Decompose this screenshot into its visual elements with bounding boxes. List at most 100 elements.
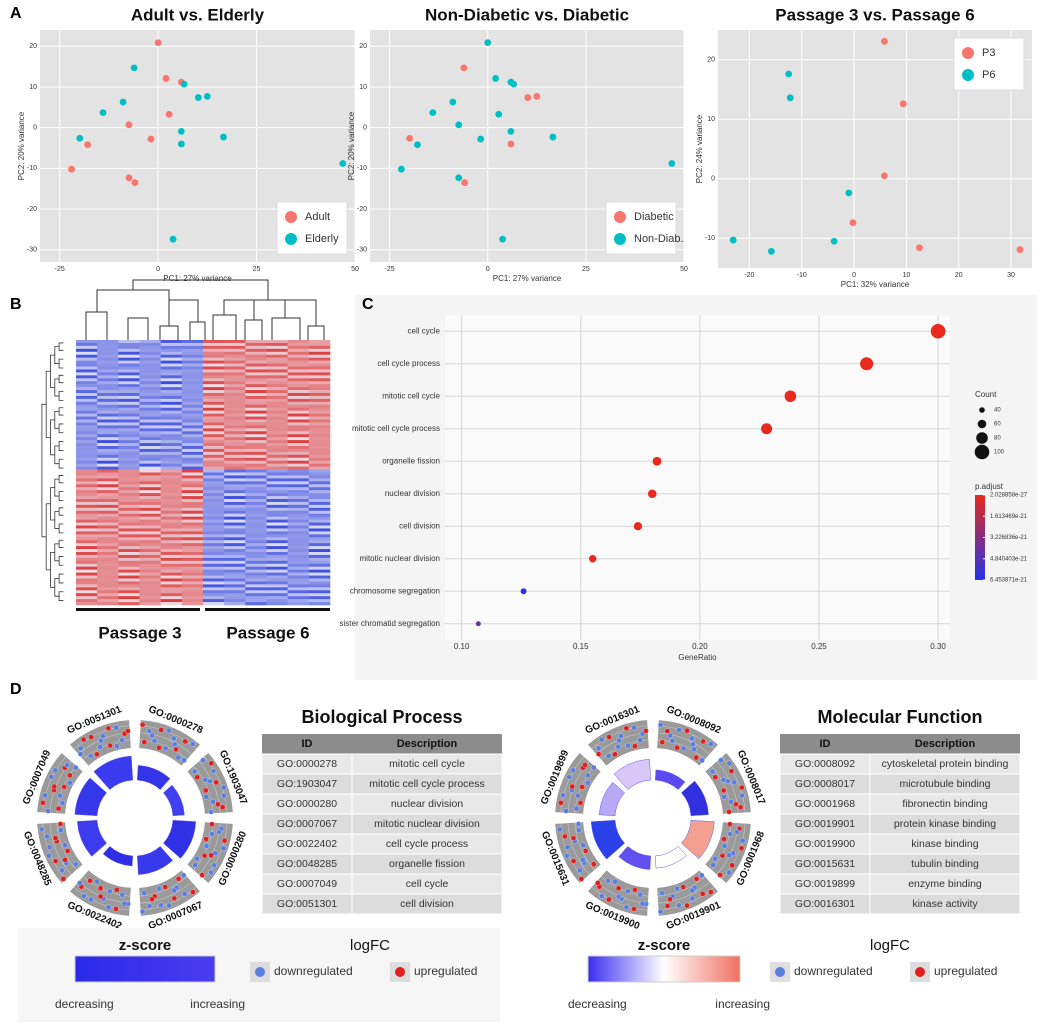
heatmap-cell (139, 384, 161, 388)
gene-dot (172, 741, 178, 748)
heatmap-cell (160, 345, 183, 350)
y-tick-label: sister chromatid segregation (340, 619, 441, 628)
heatmap-cell (203, 463, 225, 467)
heatmap-cell (224, 587, 246, 591)
heatmap-cell (308, 510, 331, 515)
data-point (849, 219, 857, 227)
heatmap-cell (118, 478, 140, 482)
heatmap-cell (118, 519, 140, 523)
heatmap-cell (203, 357, 225, 361)
heatmap-cell (308, 351, 331, 356)
heatmap-cell (287, 413, 310, 417)
heatmap-cell (181, 393, 204, 397)
panel-label: D (10, 681, 22, 698)
heatmap-cell (203, 507, 225, 512)
heatmap-cell (224, 481, 246, 485)
heatmap-cell (203, 543, 225, 547)
heatmap-cell (245, 451, 267, 456)
heatmap-cell (76, 552, 98, 556)
data-point (203, 92, 211, 100)
heatmap-cell (76, 351, 98, 356)
gene-dot (158, 727, 164, 733)
gene-dot (709, 768, 716, 775)
heatmap-cell (181, 395, 204, 400)
data-point (76, 134, 84, 142)
gene-dot (733, 801, 739, 808)
heatmap-cell (160, 493, 183, 497)
gene-dot (203, 843, 210, 849)
heatmap-cell (76, 501, 98, 506)
heatmap-cell (139, 398, 161, 403)
heatmap-cell (97, 448, 119, 453)
heatmap-cell (160, 587, 183, 591)
heatmap-cell (224, 357, 246, 361)
heatmap-cell (97, 575, 119, 579)
gene-dot (175, 754, 182, 761)
gene-dot (708, 741, 714, 747)
data-point (461, 179, 468, 187)
gene-dot (664, 728, 671, 734)
heatmap-cell (181, 366, 204, 370)
heatmap-cell (266, 543, 288, 547)
heatmap-cell (245, 557, 267, 562)
heatmap-cell (118, 472, 140, 476)
gene-dot (97, 893, 104, 900)
heatmap-cell (76, 472, 98, 476)
heatmap-cell (245, 534, 267, 538)
heatmap-cell (118, 499, 140, 503)
gene-dot (727, 831, 733, 837)
heatmap-cell (139, 431, 161, 435)
heatmap-cell (139, 602, 161, 606)
table-cell: cell division (400, 898, 454, 910)
heatmap-cell (118, 348, 140, 353)
heatmap-cell (245, 581, 267, 585)
heatmap-cell (245, 434, 267, 438)
heatmap-cell (97, 481, 119, 485)
heatmap-cell (160, 554, 183, 559)
legend-label: P6 (982, 69, 995, 81)
gene-dot (575, 792, 581, 799)
gene-dot (674, 745, 680, 751)
heatmap-cell (160, 543, 183, 547)
outer-segment (139, 720, 201, 766)
heatmap-cell (76, 357, 98, 361)
heatmap-cell (245, 407, 267, 411)
size-legend-title: Count (975, 390, 997, 399)
heatmap-cell (224, 513, 246, 517)
heatmap-cell (245, 425, 267, 429)
row-dendrogram (58, 539, 64, 548)
row-dendrogram (54, 578, 60, 597)
heatmap-cell (139, 546, 161, 550)
heatmap-cell (287, 469, 310, 473)
heatmap-cell (287, 360, 310, 364)
heatmap-cell (266, 566, 288, 570)
heatmap-cell (266, 454, 288, 459)
gene-dot (680, 745, 687, 752)
gene-dot (220, 845, 227, 852)
heatmap-cell (266, 484, 288, 488)
heatmap-cell (224, 360, 246, 364)
heatmap-cell (308, 366, 331, 370)
heatmap-cell (139, 381, 161, 385)
table-header-cell: ID (820, 738, 831, 750)
heatmap-cell (160, 431, 183, 435)
heatmap-cell (308, 549, 331, 553)
heatmap-cell (181, 593, 204, 597)
dot (588, 555, 597, 563)
gene-dot (718, 757, 724, 764)
gene-dot (94, 878, 100, 885)
heatmap-cell (266, 466, 288, 470)
heatmap-cell (245, 437, 267, 441)
heatmap-cell (76, 360, 98, 364)
heatmap-cell (139, 487, 161, 491)
heatmap-cell (224, 493, 246, 497)
heatmap-cell (266, 440, 288, 444)
heatmap-cell (224, 510, 246, 515)
heatmap-cell (139, 557, 161, 562)
heatmap-cell (118, 398, 140, 403)
heatmap-cell (308, 422, 331, 426)
gene-dot (125, 728, 131, 734)
heatmap-cell (203, 446, 225, 450)
heatmap-cell (181, 602, 204, 606)
gene-dot (210, 768, 217, 774)
